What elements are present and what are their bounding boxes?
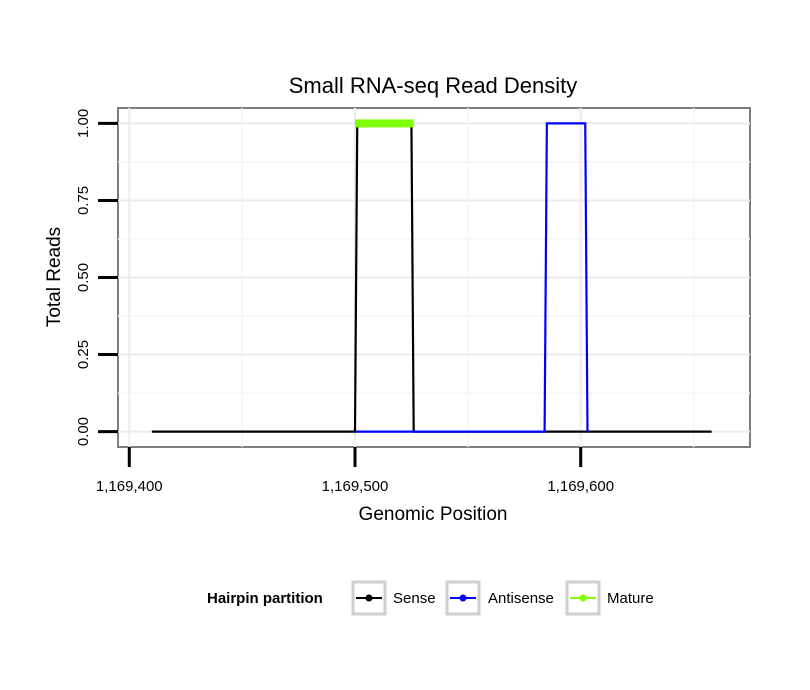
- legend: Hairpin partition Sense Antisense Mature: [207, 580, 654, 616]
- legend-title: Hairpin partition: [207, 590, 323, 607]
- legend-label: Sense: [393, 590, 436, 607]
- chart-title: Small RNA-seq Read Density: [289, 73, 578, 98]
- legend-label: Mature: [607, 590, 654, 607]
- legend-key-point: [365, 594, 373, 602]
- legend-label: Antisense: [488, 590, 554, 607]
- y-tick-label: 0.50: [75, 263, 92, 292]
- y-tick-label: 0.75: [75, 186, 92, 215]
- series-layer: [151, 119, 712, 433]
- legend-item-sense: Sense: [351, 580, 436, 616]
- series-line-antisense: [355, 122, 589, 433]
- y-tick-label: 1.00: [75, 109, 92, 138]
- y-tick-label: 0.00: [75, 417, 92, 446]
- y-axis: 0.00 0.25 0.50 0.75 1.00: [75, 109, 118, 446]
- x-axis-title: Genomic Position: [359, 504, 508, 525]
- y-tick-label: 0.25: [75, 340, 92, 369]
- legend-key-point: [579, 594, 587, 602]
- x-tick-label: 1,169,500: [322, 478, 389, 495]
- x-axis: 1,169,400 1,169,500 1,169,600: [96, 447, 614, 495]
- legend-key-point: [459, 594, 467, 602]
- x-tick-label: 1,169,600: [547, 478, 614, 495]
- x-tick-label: 1,169,400: [96, 478, 163, 495]
- legend-item-antisense: Antisense: [445, 580, 554, 616]
- y-axis-title: Total Reads: [44, 227, 65, 327]
- legend-item-mature: Mature: [565, 580, 654, 616]
